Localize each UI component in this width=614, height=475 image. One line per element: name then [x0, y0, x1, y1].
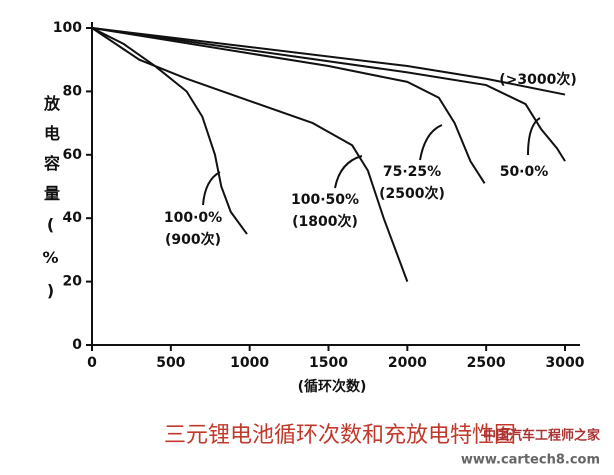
series-label: (>3000次) [499, 71, 577, 88]
y-tick-label: 100 [53, 20, 82, 36]
y-tick-label: 0 [72, 337, 82, 353]
x-tick-label: 3000 [546, 355, 585, 371]
y-axis-label: 放电容量(%) [41, 95, 60, 314]
x-tick-label: 2000 [388, 355, 427, 371]
x-axis-label: (循环次数) [298, 378, 367, 395]
series-cycles: (1800次) [292, 213, 358, 230]
series-line [91, 27, 566, 96]
series-cycles: (2500次) [379, 185, 445, 202]
x-tick-label: 2500 [467, 355, 506, 371]
series-line [91, 27, 409, 282]
arrows [202, 117, 541, 206]
x-tick-label: 0 [87, 355, 97, 371]
series-label: 100·50% [291, 192, 359, 208]
y-tick-label: 20 [63, 274, 83, 290]
y-tick-label: 80 [63, 83, 83, 99]
watermark: www.cartech8.com [461, 453, 600, 468]
series-line [91, 27, 248, 235]
series-label: 75·25% [383, 164, 441, 180]
watermark: 中国汽车工程师之家 [483, 428, 601, 444]
series-label: 50·0% [500, 164, 549, 180]
x-tick-label: 1000 [230, 355, 269, 371]
series-label: 100·0% [164, 210, 222, 226]
y-tick-label: 60 [63, 147, 83, 163]
y-tick-label: 40 [63, 210, 83, 226]
x-tick-label: 500 [156, 355, 185, 371]
x-tick-label: 1500 [309, 355, 348, 371]
arrow [527, 117, 541, 156]
arrow [334, 155, 363, 189]
chart-title: 三元锂电池循环次数和充放电特性图 [164, 423, 516, 448]
arrow [419, 124, 443, 161]
arrow [202, 171, 221, 206]
series-cycles: (900次) [165, 231, 221, 248]
series-line [91, 27, 486, 184]
series-line [91, 27, 566, 162]
